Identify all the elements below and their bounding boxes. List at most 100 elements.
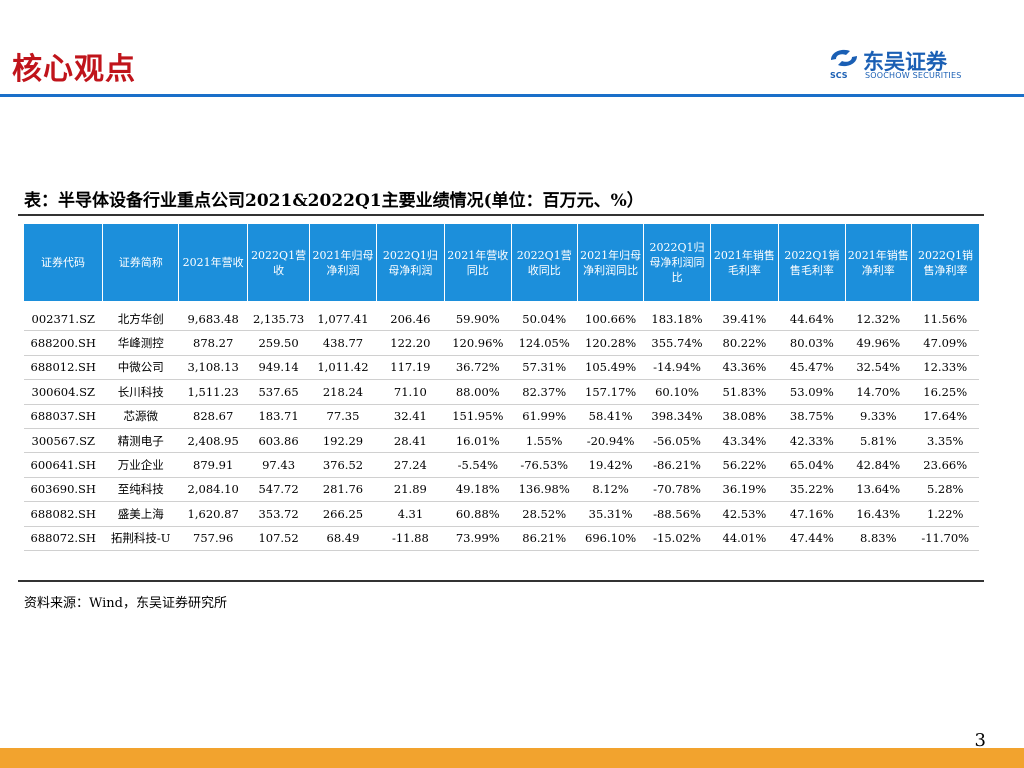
table-cell: 1,620.87	[178, 501, 248, 527]
stock-code-cell: 002371.SZ	[24, 301, 103, 332]
table-cell: 266.25	[309, 501, 377, 527]
table-cell: 547.72	[247, 477, 310, 503]
table-cell: 537.65	[247, 379, 310, 405]
table-cell: 42.33%	[778, 428, 846, 454]
table-cell: 9,683.48	[178, 301, 248, 332]
table-cell: 47.16%	[778, 501, 846, 527]
table-body: 002371.SZ 北方华创 9,683.48 2,135.73 1,077.41 206…	[24, 301, 979, 551]
table-cell: 58.41%	[577, 404, 644, 429]
table-cell: -56.05%	[643, 428, 711, 454]
stock-name-cell: 北方华创	[102, 301, 179, 332]
table-cell: 183.71	[247, 404, 310, 429]
table-cell: 82.37%	[511, 379, 578, 405]
table-caption: 表：半导体设备行业重点公司2021&2022Q1主要业绩情况(单位：百万元、%）	[24, 191, 644, 211]
table-cell: 757.96	[178, 526, 248, 551]
table-cell: 28.41	[376, 428, 445, 454]
table-row: 688072.SH 拓荆科技-U 757.96 107.52 68.49 -11.88 73…	[24, 526, 979, 551]
table-cell: 376.52	[309, 452, 377, 478]
table-cell: 157.17%	[577, 379, 644, 405]
table-cell: -76.53%	[511, 452, 578, 478]
table-cell: 1,077.41	[309, 301, 377, 332]
table-cell: 42.84%	[845, 452, 912, 478]
table-cell: 183.18%	[643, 301, 711, 332]
table-cell: 828.67	[178, 404, 248, 429]
table-cell: 2,135.73	[247, 301, 310, 332]
header-divider	[0, 94, 1024, 97]
table-cell: 42.53%	[710, 501, 779, 527]
table-cell: 281.76	[309, 477, 377, 503]
stock-code-cell: 603690.SH	[24, 477, 103, 503]
table-cell: 398.34%	[643, 404, 711, 429]
column-header: 2022Q1营收同比	[511, 224, 578, 301]
table-cell: 3.35%	[911, 428, 979, 454]
table-top-rule	[18, 214, 984, 216]
table-cell: 353.72	[247, 501, 310, 527]
stock-code-cell: 688012.SH	[24, 355, 103, 381]
table-cell: 45.47%	[778, 355, 846, 381]
table-bottom-rule	[18, 580, 984, 582]
table-cell: 2,084.10	[178, 477, 248, 503]
table-cell: 23.66%	[911, 452, 979, 478]
column-header: 2022Q1销售净利率	[911, 224, 979, 301]
table-cell: 1,011.42	[309, 355, 377, 381]
stock-code-cell: 688037.SH	[24, 404, 103, 429]
table-cell: 16.43%	[845, 501, 912, 527]
table-row: 688012.SH 中微公司 3,108.13 949.14 1,011.42 117.1…	[24, 355, 979, 381]
table-cell: 38.08%	[710, 404, 779, 429]
stock-code-cell: 688082.SH	[24, 501, 103, 527]
stock-name-cell: 中微公司	[102, 355, 179, 381]
table-cell: 17.64%	[911, 404, 979, 429]
page-title: 核心观点	[12, 52, 136, 87]
stock-name-cell: 盛美上海	[102, 501, 179, 527]
stock-name-cell: 精测电子	[102, 428, 179, 454]
table-row: 688082.SH 盛美上海 1,620.87 353.72 266.25 4.31 60.…	[24, 501, 979, 527]
stock-code-cell: 300604.SZ	[24, 379, 103, 405]
table-cell: 120.28%	[577, 330, 644, 356]
table-cell: 38.75%	[778, 404, 846, 429]
stock-code-cell: 688072.SH	[24, 526, 103, 551]
table-cell: 88.00%	[444, 379, 511, 405]
table-cell: 878.27	[178, 330, 248, 356]
table-cell: -86.21%	[643, 452, 711, 478]
table-cell: 44.64%	[778, 301, 846, 332]
table-cell: 51.83%	[710, 379, 779, 405]
stock-name-cell: 万业企业	[102, 452, 179, 478]
table-cell: 122.20	[376, 330, 445, 356]
performance-table: 证券代码 证券简称 2021年营收 2022Q1营收 2021年归母净利润 20…	[24, 224, 979, 551]
table-cell: 2,408.95	[178, 428, 248, 454]
table-cell: 259.50	[247, 330, 310, 356]
table-cell: -11.70%	[911, 526, 979, 551]
table-cell: 4.31	[376, 501, 445, 527]
table-cell: 1,511.23	[178, 379, 248, 405]
column-header: 证券代码	[24, 224, 103, 301]
stock-code-cell: 688200.SH	[24, 330, 103, 356]
table-cell: -70.78%	[643, 477, 711, 503]
stock-name-cell: 华峰测控	[102, 330, 179, 356]
table-cell: 86.21%	[511, 526, 578, 551]
table-row: 688037.SH 芯源微 828.67 183.71 77.35 32.41 151.95…	[24, 404, 979, 429]
column-header: 2022Q1销售毛利率	[778, 224, 846, 301]
table-cell: 80.03%	[778, 330, 846, 356]
table-cell: 21.89	[376, 477, 445, 503]
table-cell: 5.28%	[911, 477, 979, 503]
table-cell: 68.49	[309, 526, 377, 551]
table-cell: 8.83%	[845, 526, 912, 551]
table-cell: 355.74%	[643, 330, 711, 356]
table-cell: 36.19%	[710, 477, 779, 503]
footer-bar	[0, 748, 1024, 768]
table-cell: 5.81%	[845, 428, 912, 454]
table-cell: 65.04%	[778, 452, 846, 478]
stock-name-cell: 长川科技	[102, 379, 179, 405]
logo-name-en: SOOCHOW SECURITIES	[865, 71, 962, 80]
table-cell: 44.01%	[710, 526, 779, 551]
table-cell: -5.54%	[444, 452, 511, 478]
table-cell: 39.41%	[710, 301, 779, 332]
table-cell: 206.46	[376, 301, 445, 332]
stock-code-cell: 600641.SH	[24, 452, 103, 478]
table-cell: 124.05%	[511, 330, 578, 356]
logo-abbr: SCS	[830, 71, 848, 80]
table-cell: 949.14	[247, 355, 310, 381]
table-row: 603690.SH 至纯科技 2,084.10 547.72 281.76 21.89 49…	[24, 477, 979, 503]
table-cell: 12.33%	[911, 355, 979, 381]
table-cell: 1.22%	[911, 501, 979, 527]
